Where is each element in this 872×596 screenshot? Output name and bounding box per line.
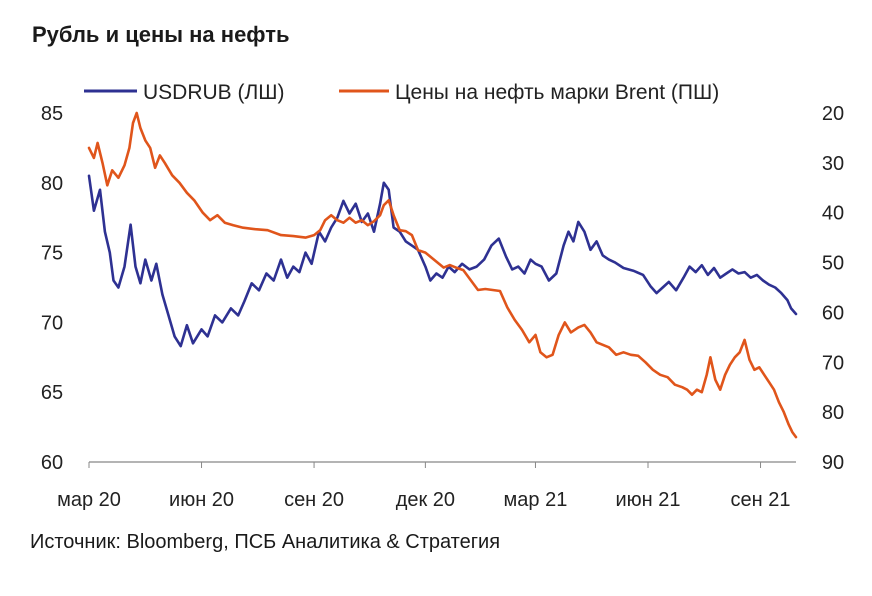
x-tick-label: мар 20 <box>57 489 121 511</box>
x-tick-label: сен 20 <box>284 489 344 511</box>
y-left-tick-label: 75 <box>41 243 63 265</box>
x-axis: мар 20 июн 20 сен 20 дек 20 мар 21 июн 21 сен … <box>57 461 796 511</box>
chart-title: Рубль и цены на нефть <box>32 22 290 47</box>
y-right-tick-label: 70 <box>822 352 844 374</box>
series-line-usdrub <box>87 174 798 348</box>
y-right-tick-label: 50 <box>822 253 844 275</box>
y-right-tick-label: 30 <box>822 153 844 175</box>
y-right-tick-label: 60 <box>822 302 844 324</box>
y-right-tick-label: 90 <box>822 452 844 474</box>
series-line-brent <box>87 111 798 439</box>
legend-label-brent: Цены на нефть марки Brent (ПШ) <box>395 81 719 104</box>
legend-label-usdrub: USDRUB (ЛШ) <box>143 81 285 104</box>
legend: USDRUB (ЛШ) Цены на нефть марки Brent (П… <box>84 81 719 104</box>
y-right-tick-label: 40 <box>822 203 844 225</box>
source-note: Источник: Bloomberg, ПСБ Аналитика & Стр… <box>30 531 501 553</box>
y-left-tick-label: 60 <box>41 452 63 474</box>
y-left-tick-label: 70 <box>41 312 63 334</box>
x-tick-label: июн 21 <box>615 489 680 511</box>
y-right-tick-label: 20 <box>822 103 844 125</box>
y-right-axis: 20 30 40 50 60 70 80 90 <box>822 103 844 474</box>
x-tick-label: мар 21 <box>504 489 568 511</box>
y-left-tick-label: 65 <box>41 382 63 404</box>
x-tick-label: июн 20 <box>169 489 234 511</box>
series-layer <box>87 111 798 439</box>
y-left-tick-label: 80 <box>41 173 63 195</box>
x-tick-label: сен 21 <box>731 489 791 511</box>
y-right-tick-label: 80 <box>822 402 844 424</box>
y-left-tick-label: 85 <box>41 103 63 125</box>
y-left-axis: 85 80 75 70 65 60 <box>41 103 63 474</box>
x-tick-label: дек 20 <box>396 489 455 511</box>
